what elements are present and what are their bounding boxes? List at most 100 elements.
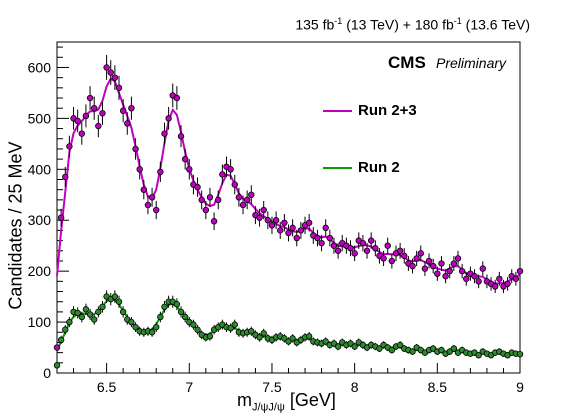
data-point-run2 (351, 343, 358, 350)
data-point-run2 (99, 303, 106, 310)
data-point-run2 (82, 306, 90, 313)
data-point-run2 (376, 345, 383, 352)
data-point-run2 (115, 298, 123, 305)
y-tick-label: 0 (43, 365, 51, 381)
data-point-run23 (219, 171, 226, 178)
data-point-run23 (119, 107, 127, 114)
data-point-run23 (438, 260, 445, 267)
data-point-run23 (516, 267, 524, 275)
luminosity-label: 135 fb-1 (13 TeV) + 180 fb-1 (13.6 TeV) (295, 16, 530, 33)
data-point-run23 (157, 168, 164, 176)
data-point-run23 (322, 224, 329, 232)
x-tick-label: 8.5 (428, 379, 448, 395)
data-point-run23 (314, 234, 321, 242)
y-tick-label: 200 (28, 263, 52, 279)
data-point-run23 (210, 218, 218, 225)
data-point-run2 (161, 303, 168, 310)
data-point-run23 (281, 219, 288, 226)
data-point-run23 (144, 201, 152, 209)
y-tick-label: 600 (28, 59, 52, 75)
y-tick-label: 400 (28, 161, 52, 177)
data-point-run2 (409, 348, 416, 355)
data-point-run2 (206, 333, 214, 340)
data-point-run23 (206, 194, 214, 201)
data-point-run23 (194, 183, 201, 191)
data-point-run23 (95, 122, 102, 130)
data-point-run2 (173, 301, 181, 308)
data-point-run23 (479, 265, 486, 272)
data-point-run23 (227, 166, 234, 173)
data-point-run23 (334, 247, 342, 254)
data-point-run23 (132, 145, 139, 153)
data-point-run23 (367, 237, 375, 244)
data-point-run2 (66, 318, 73, 326)
data-point-run2 (305, 333, 313, 340)
data-point-run23 (297, 227, 305, 234)
data-point-run23 (326, 234, 334, 242)
data-point-run23 (136, 166, 143, 173)
data-point-run23 (442, 273, 449, 280)
data-point-run23 (277, 227, 284, 234)
data-point-run23 (380, 255, 387, 262)
x-tick-label: 9 (516, 379, 524, 395)
data-point-run23 (78, 130, 86, 137)
data-point-run2 (78, 313, 86, 321)
data-point-run23 (177, 133, 185, 140)
data-point-run23 (248, 191, 255, 198)
data-point-run23 (231, 181, 238, 188)
data-point-run23 (268, 222, 276, 229)
data-point-run2 (227, 324, 234, 332)
data-point-run2 (95, 308, 102, 316)
data-point-run23 (62, 173, 69, 181)
data-point-run23 (86, 94, 94, 102)
data-point-run2 (396, 341, 404, 349)
y-axis: 0 100 200 300 400 500 600 (28, 46, 69, 381)
data-point-run23 (504, 280, 511, 288)
data-point-run23 (272, 217, 280, 224)
data-point-run23 (153, 206, 160, 214)
data-point-run2 (388, 346, 396, 354)
data-point-run2 (91, 316, 98, 323)
fit-curve-run23 (56, 77, 521, 285)
data-point-run2 (516, 350, 524, 358)
plot-frame (56, 41, 521, 374)
data-point-run23 (99, 110, 106, 117)
data-point-run2 (128, 318, 135, 326)
data-point-run23 (173, 94, 181, 102)
data-point-run2 (450, 345, 458, 352)
data-point-run23 (450, 260, 458, 267)
data-point-run23 (215, 196, 222, 204)
data-point-run2 (322, 338, 329, 345)
data-point-run23 (161, 130, 168, 137)
data-point-run2 (74, 309, 81, 317)
data-point-run23 (458, 267, 466, 275)
data-point-run23 (425, 257, 433, 265)
data-point-run23 (235, 194, 243, 201)
data-point-run2 (334, 343, 342, 350)
data-point-run23 (471, 273, 478, 280)
x-tick-label: 8 (351, 379, 359, 395)
lumi-part-a-energy: (13 TeV) + 180 fb (346, 16, 454, 33)
data-point-run23 (243, 196, 251, 204)
data-point-run2 (148, 329, 156, 336)
data-point-run2 (53, 362, 61, 369)
data-point-run23 (239, 201, 247, 209)
data-point-run23 (305, 219, 313, 226)
data-point-run2 (157, 313, 164, 321)
y-tick-label: 300 (28, 212, 52, 228)
data-point-run2 (132, 323, 139, 331)
data-point-run23 (128, 104, 135, 112)
y-tick-label: 500 (28, 110, 52, 126)
data-point-run23 (413, 255, 420, 262)
data-point-run2 (438, 346, 445, 354)
data-point-run23 (198, 196, 205, 204)
data-point-run23 (429, 262, 437, 270)
data-layer (53, 54, 524, 369)
data-point-run23 (330, 242, 338, 249)
data-point-run2 (119, 308, 127, 316)
x-tick-label: 7.5 (262, 379, 282, 395)
legend-label-run2: Run 2 (358, 159, 400, 176)
data-point-run2 (57, 336, 65, 344)
data-point-run23 (140, 186, 148, 193)
data-point-run23 (359, 239, 367, 247)
